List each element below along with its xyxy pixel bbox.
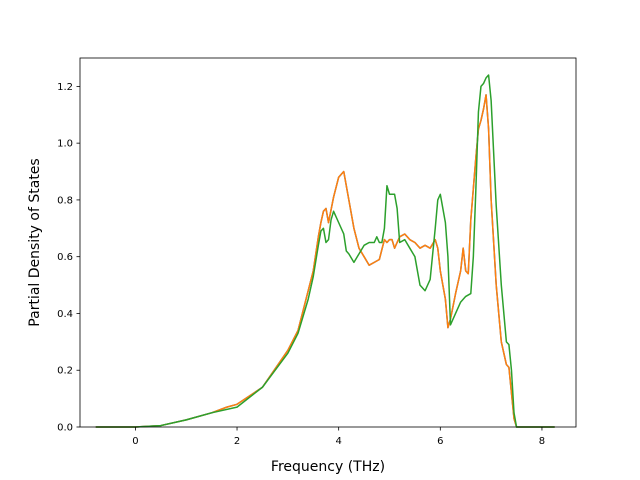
y-tick-label: 1.2 — [57, 82, 73, 93]
x-tick-label: 6 — [437, 436, 443, 447]
y-tick-label: 0.8 — [57, 195, 73, 206]
y-tick-label: 0.0 — [57, 423, 73, 434]
y-tick-label: 0.6 — [57, 252, 73, 263]
x-tick-label: 4 — [335, 436, 341, 447]
y-tick-label: 1.0 — [57, 139, 73, 150]
series-line-3 — [95, 74, 555, 428]
x-tick-label: 2 — [234, 436, 240, 447]
x-axis-label: Frequency (THz) — [271, 459, 385, 475]
y-tick-label: 0.4 — [57, 309, 73, 320]
plot-frame — [79, 57, 577, 428]
y-tick-label: 0.2 — [57, 366, 73, 377]
series-layer — [95, 74, 555, 428]
x-tick-label: 8 — [539, 436, 545, 447]
y-axis: 0.0 0.2 0.4 0.6 0.8 1.0 1.2 — [57, 82, 80, 434]
series-line-2 — [95, 94, 555, 428]
x-tick-label: 0 — [132, 436, 138, 447]
x-axis: 0 2 4 6 8 — [132, 427, 545, 447]
y-axis-label: Partial Density of States — [27, 158, 43, 326]
